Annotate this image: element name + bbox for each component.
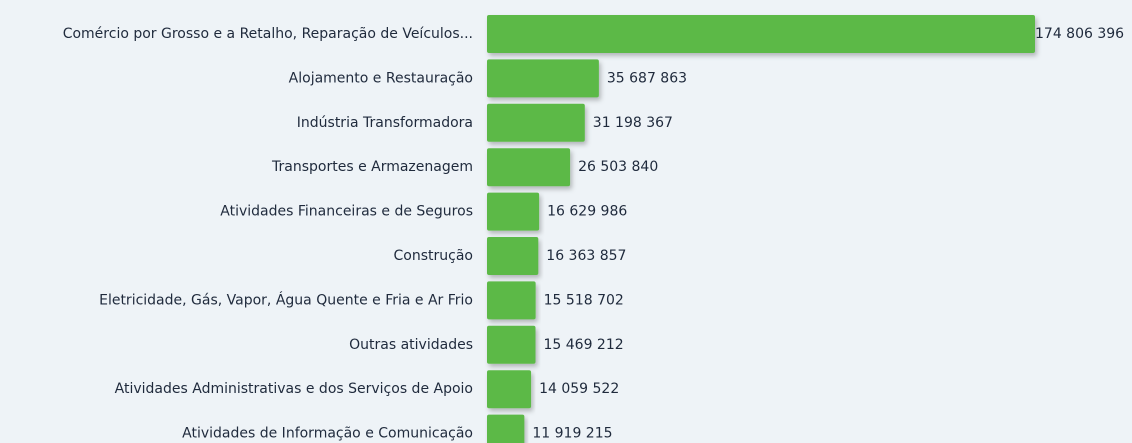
bar [487, 192, 540, 231]
bar [487, 148, 571, 187]
value-label: 16 629 986 [547, 204, 627, 220]
bar [487, 325, 536, 364]
value-label: 14 059 522 [539, 381, 619, 397]
bar [487, 414, 525, 443]
category-label: Atividades de Informação e Comunicação [182, 426, 473, 442]
value-label: 16 363 857 [546, 248, 626, 264]
value-label: 15 469 212 [543, 337, 623, 353]
value-label: 15 518 702 [544, 292, 624, 308]
category-label: Transportes e Armazenagem [271, 159, 473, 175]
bar [487, 281, 536, 320]
category-label: Eletricidade, Gás, Vapor, Água Quente e … [99, 291, 473, 308]
category-label: Atividades Administrativas e dos Serviço… [115, 381, 473, 397]
value-label: 31 198 367 [593, 115, 673, 131]
category-label: Indústria Transformadora [297, 115, 473, 131]
category-label: Construção [394, 248, 473, 264]
category-label: Outras atividades [349, 337, 473, 353]
value-label: 35 687 863 [607, 70, 687, 86]
bar [487, 59, 599, 98]
category-label: Alojamento e Restauração [289, 70, 473, 86]
bar [487, 370, 532, 409]
value-label: 11 919 215 [532, 426, 612, 442]
bar [487, 15, 1035, 53]
category-label: Comércio por Grosso e a Retalho, Reparaç… [63, 26, 473, 42]
bar [487, 237, 539, 275]
bar [487, 103, 585, 142]
value-label: 26 503 840 [578, 159, 658, 175]
value-label: 174 806 396 [1035, 26, 1124, 42]
category-label: Atividades Financeiras e de Seguros [220, 204, 473, 220]
